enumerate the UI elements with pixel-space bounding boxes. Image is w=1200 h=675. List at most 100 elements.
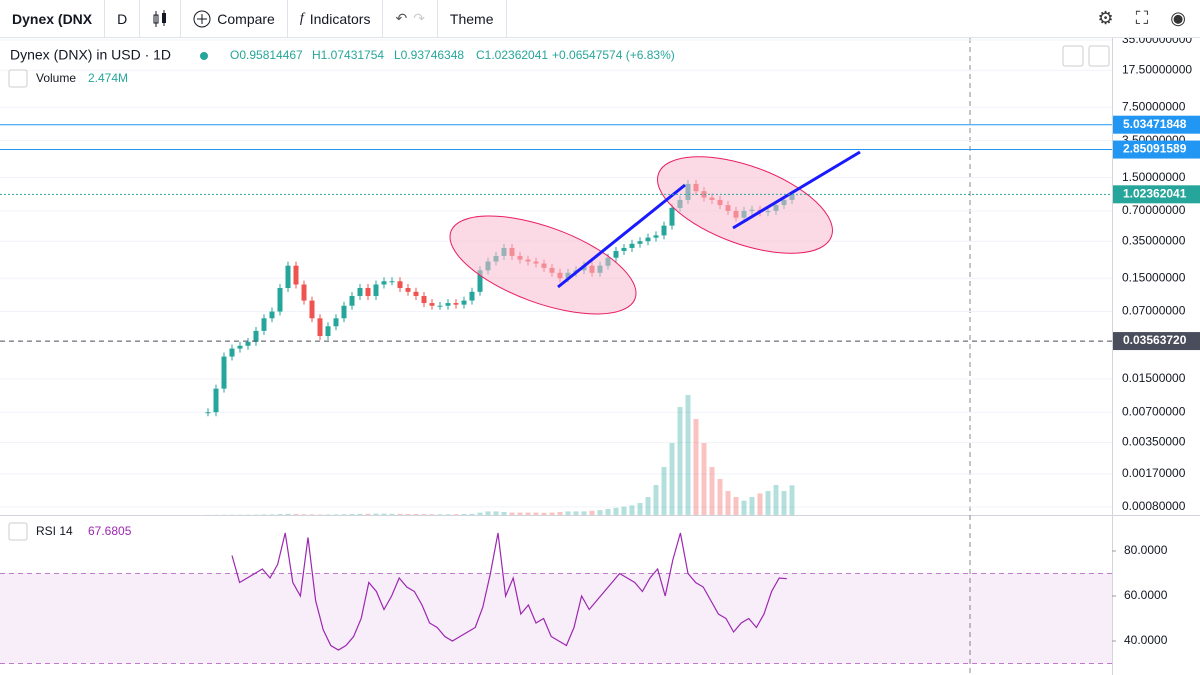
volume-bar	[733, 497, 739, 515]
collapse-button[interactable]	[8, 69, 28, 88]
price-tag-label: 2.85091589	[1123, 142, 1187, 156]
volume-bar	[549, 512, 555, 515]
candle	[477, 270, 483, 292]
volume-bar	[269, 514, 275, 515]
volume-bar	[677, 407, 683, 515]
candle	[461, 300, 467, 305]
y-tick-label: 0.00700000	[1122, 404, 1186, 418]
collapse-button[interactable]	[8, 522, 28, 541]
candle	[405, 288, 411, 292]
volume-bar	[685, 395, 691, 515]
candle	[373, 284, 379, 296]
candle	[357, 288, 363, 296]
candle	[301, 284, 307, 301]
volume-bar	[453, 514, 459, 515]
scroll-down-button[interactable]	[1062, 45, 1084, 67]
y-tick-label: 0.00080000	[1122, 499, 1186, 513]
candle	[613, 250, 619, 258]
candle	[317, 318, 323, 337]
indicators-label: Indicators	[309, 10, 371, 27]
candle	[429, 303, 435, 306]
right-tools: ⚙ ⛶ ◉	[1098, 8, 1200, 29]
volume-bar	[501, 512, 507, 515]
volume-value: 2.474M	[88, 71, 128, 85]
candle	[669, 207, 675, 226]
volume-bar	[349, 514, 355, 515]
volume-bar	[589, 510, 595, 515]
volume-bar	[749, 497, 755, 515]
volume-bar	[709, 467, 715, 515]
reset-button[interactable]	[1088, 45, 1110, 67]
fx-icon: f	[299, 10, 304, 26]
volume-bar	[397, 513, 403, 515]
compare-button[interactable]: Compare	[181, 0, 288, 38]
volume-bar	[437, 514, 443, 515]
rsi-tick-label: 80.0000	[1124, 543, 1168, 557]
volume-bar	[485, 511, 491, 515]
settings[interactable]: ⚙	[1097, 8, 1114, 28]
candle	[253, 330, 259, 342]
compare-label: Compare	[217, 10, 275, 27]
interval[interactable]: D	[105, 0, 141, 38]
candle	[453, 303, 459, 305]
candle	[293, 265, 299, 285]
volume-bar	[373, 513, 379, 515]
volume-bar	[333, 514, 339, 515]
candle	[413, 291, 419, 296]
volume-bar	[701, 443, 707, 515]
volume-bar	[293, 514, 299, 515]
candle	[637, 241, 643, 244]
fullscreen[interactable]: ⛶	[1135, 8, 1149, 28]
volume-bar	[621, 506, 627, 515]
candle	[309, 300, 315, 319]
volume-bar	[389, 513, 395, 515]
toolbar: Dynex (DNX D Compare f Indicators ↶ ↷ The…	[0, 0, 1200, 38]
volume-bar	[565, 511, 571, 515]
candle	[325, 326, 331, 337]
snapshot[interactable]: ◉	[1170, 8, 1186, 28]
volume-bar	[509, 512, 515, 515]
y-tick-label: 0.70000000	[1122, 203, 1186, 217]
volume-bar	[445, 514, 451, 515]
volume-bar	[525, 512, 531, 515]
indicators-button[interactable]: f Indicators	[288, 0, 384, 38]
candle	[445, 303, 451, 306]
candle	[341, 305, 347, 319]
volume-bar	[605, 509, 611, 515]
candle-icon	[153, 9, 167, 27]
y-tick-label: 35.00000000	[1122, 38, 1192, 46]
theme-button[interactable]: Theme	[438, 0, 507, 38]
price-axis-border	[1112, 38, 1113, 675]
candle	[661, 225, 667, 236]
rsi-value: 67.6805	[88, 524, 132, 538]
volume-bar	[533, 512, 539, 515]
price-tag	[1113, 332, 1200, 351]
chart-style[interactable]	[140, 0, 182, 38]
y-tick-label: 17.50000000	[1122, 62, 1192, 76]
volume-bar	[573, 511, 579, 515]
candle	[389, 281, 395, 283]
drawings	[449, 150, 861, 315]
candle	[269, 311, 275, 319]
rsi-tick-label: 40.0000	[1124, 633, 1168, 647]
volume-bar	[469, 513, 475, 515]
candle	[229, 348, 235, 357]
volume-bar	[693, 419, 699, 515]
undo-redo[interactable]: ↶ ↷	[383, 0, 438, 38]
legend-high: H1.07431754	[312, 48, 384, 62]
volume-bar	[517, 512, 523, 515]
candle	[653, 235, 659, 238]
legend-title: Dynex (DNX) in USD · 1D	[10, 47, 171, 63]
plus-icon	[193, 10, 211, 27]
volume-bar	[405, 514, 411, 515]
y-tick-label: 0.00350000	[1122, 435, 1186, 449]
highlight-ellipse	[657, 156, 833, 254]
volume-bar	[597, 510, 603, 515]
volume-bar	[413, 514, 419, 515]
candle	[381, 281, 387, 285]
candle	[469, 291, 475, 301]
volume-bar	[541, 512, 547, 515]
chart: Dynex (DNX) in USD · 1D O0.95814467 H1.0…	[0, 38, 1200, 675]
symbol[interactable]: Dynex (DNX	[0, 0, 106, 38]
